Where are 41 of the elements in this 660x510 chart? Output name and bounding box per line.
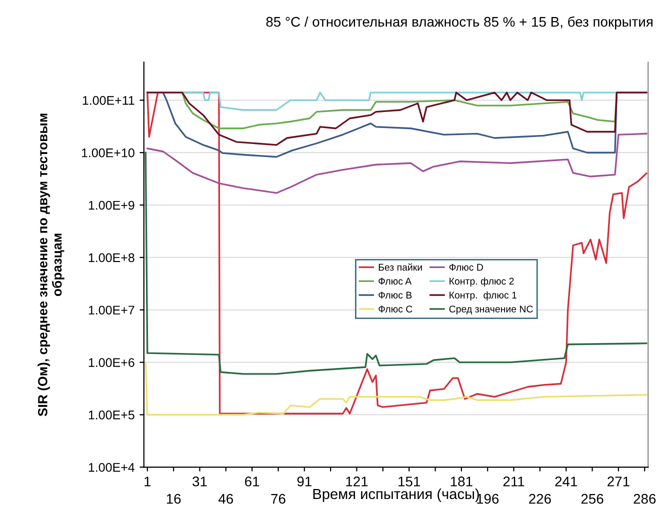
x-tick-label: 211 (503, 476, 524, 486)
x2-tick-label: 226 (529, 494, 551, 504)
y-tick-label: 1.00E+11 (82, 96, 134, 105)
legend-label: Флюс C (378, 306, 412, 312)
line-series (146, 92, 648, 414)
x2-tick-label: 16 (166, 494, 181, 504)
line-series (146, 92, 648, 146)
line-series (144, 361, 648, 416)
x-tick-label: 121 (346, 476, 368, 486)
x2-tick-label: 256 (581, 494, 604, 504)
x-tick-label: 181 (450, 476, 472, 486)
x2-tick-label: 76 (271, 494, 286, 504)
y-tick-label: 1.00E+5 (88, 410, 134, 420)
x-tick-label: 31 (192, 476, 207, 486)
y-tick-label: 1.00E+8 (88, 253, 134, 262)
x-tick-label: 151 (398, 476, 420, 486)
chart-title: 85 °C / относительная влажность 85 % + 15 В, без покрытия (266, 16, 652, 30)
y-tick-label: 1.00E+7 (88, 306, 134, 315)
x-tick-label: 271 (608, 476, 630, 486)
y-tick-label: 1.00E+9 (88, 200, 134, 210)
y-tick-label: 1.00E+6 (88, 358, 134, 367)
x-tick-label: 61 (245, 476, 260, 486)
line-series (144, 152, 648, 375)
x-axis-title: Время испытания (часы) (313, 488, 479, 502)
y-tick-label: 1.00E+10 (82, 148, 134, 158)
x2-tick-label: 286 (634, 494, 656, 504)
x2-tick-label: 46 (218, 494, 233, 504)
legend-label: Флюс D (449, 264, 483, 271)
y-axis-title: SIR (Ом), среднее значение по двум тестовым образцам (38, 114, 64, 416)
legend-label: Сред значение NC (449, 306, 533, 314)
x-tick-label: 91 (297, 476, 312, 486)
x2-tick-label: 196 (477, 494, 499, 504)
legend-label: Контр. флюс 1 (450, 291, 516, 300)
x-tick-label: 1 (144, 476, 151, 486)
legend-label: Без пайки (378, 263, 422, 271)
x-tick-label: 241 (555, 476, 578, 486)
y-tick-label: 1.00E+4 (88, 462, 134, 472)
legend-label: Флюс A (378, 278, 412, 285)
legend-label: Флюс B (378, 292, 412, 299)
line-series (146, 132, 648, 194)
legend-label: Контр. флюс 2 (450, 277, 514, 287)
